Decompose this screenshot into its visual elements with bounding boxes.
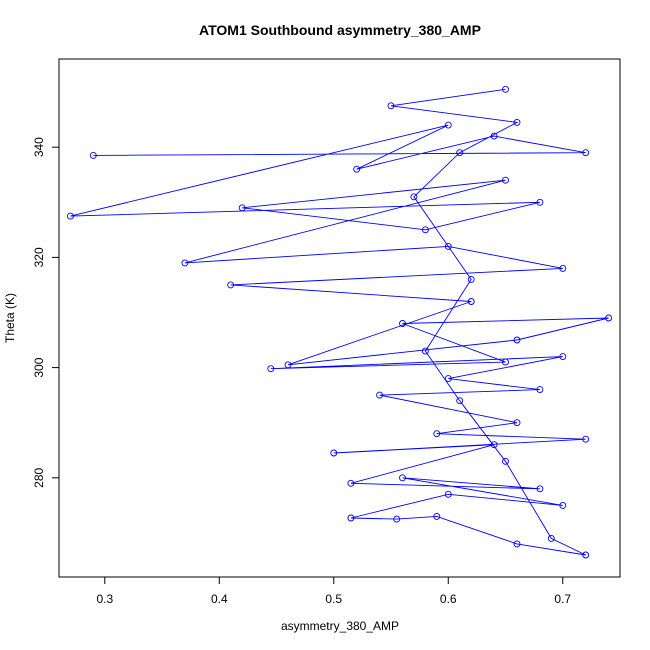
data-point (536, 485, 544, 493)
data-point (433, 430, 441, 438)
x-tick-label: 0.3 (96, 592, 113, 606)
series-layer (66, 85, 613, 559)
data-point (582, 435, 590, 443)
data-point (421, 347, 429, 355)
x-tick-label: 0.7 (554, 592, 571, 606)
data-point (284, 361, 292, 369)
data-point (513, 419, 521, 427)
data-point (513, 540, 521, 548)
data-point (444, 242, 452, 250)
x-tick-label: 0.4 (211, 592, 228, 606)
data-point (467, 275, 475, 283)
data-point (536, 198, 544, 206)
data-point (559, 353, 567, 361)
data-point (433, 512, 441, 520)
data-point (456, 149, 464, 157)
plot-frame (58, 58, 621, 578)
data-point (347, 479, 355, 487)
data-point (399, 474, 406, 482)
data-point (330, 449, 338, 457)
data-point (502, 85, 509, 93)
data-point (513, 336, 521, 344)
y-tick-label: 340 (32, 137, 46, 157)
y-axis-label: Theta (K) (3, 293, 17, 343)
data-point (66, 212, 74, 220)
data-point (267, 365, 275, 373)
y-tick-label: 320 (32, 247, 46, 267)
x-tick-label: 0.6 (440, 592, 457, 606)
data-point (376, 391, 384, 399)
y-axis: 280 300 320 340 (32, 137, 59, 488)
data-point (490, 441, 498, 449)
data-point (227, 281, 235, 289)
data-point (410, 193, 418, 201)
x-tick-label: 0.5 (325, 592, 342, 606)
series-line (70, 88, 609, 556)
data-point (559, 264, 567, 272)
data-point (605, 314, 613, 322)
data-point (502, 176, 509, 184)
data-point (536, 386, 544, 394)
x-axis: 0.3 0.4 0.5 0.6 0.7 (96, 577, 571, 606)
data-point (582, 149, 590, 157)
data-point (89, 151, 97, 159)
data-point (444, 121, 452, 129)
data-point (513, 118, 521, 126)
data-point (502, 358, 509, 366)
data-point (181, 259, 189, 267)
chart-title: ATOM1 Southbound asymmetry_380_AMP (199, 22, 481, 38)
data-point (547, 534, 555, 542)
data-point (456, 397, 464, 405)
y-tick-label: 300 (32, 357, 46, 377)
data-point (393, 515, 401, 523)
data-point (444, 490, 452, 498)
data-point (467, 298, 475, 305)
x-axis-label: asymmetry_380_AMP (281, 619, 399, 633)
y-tick-label: 280 (32, 467, 46, 487)
data-point (399, 320, 406, 327)
data-point (444, 375, 452, 383)
data-point (387, 102, 395, 110)
data-point (582, 551, 590, 559)
data-point (559, 501, 567, 509)
data-point (490, 132, 498, 140)
data-point (421, 226, 429, 234)
data-point (347, 514, 355, 522)
data-point (353, 165, 361, 173)
data-point (238, 204, 246, 212)
data-point (502, 457, 509, 465)
